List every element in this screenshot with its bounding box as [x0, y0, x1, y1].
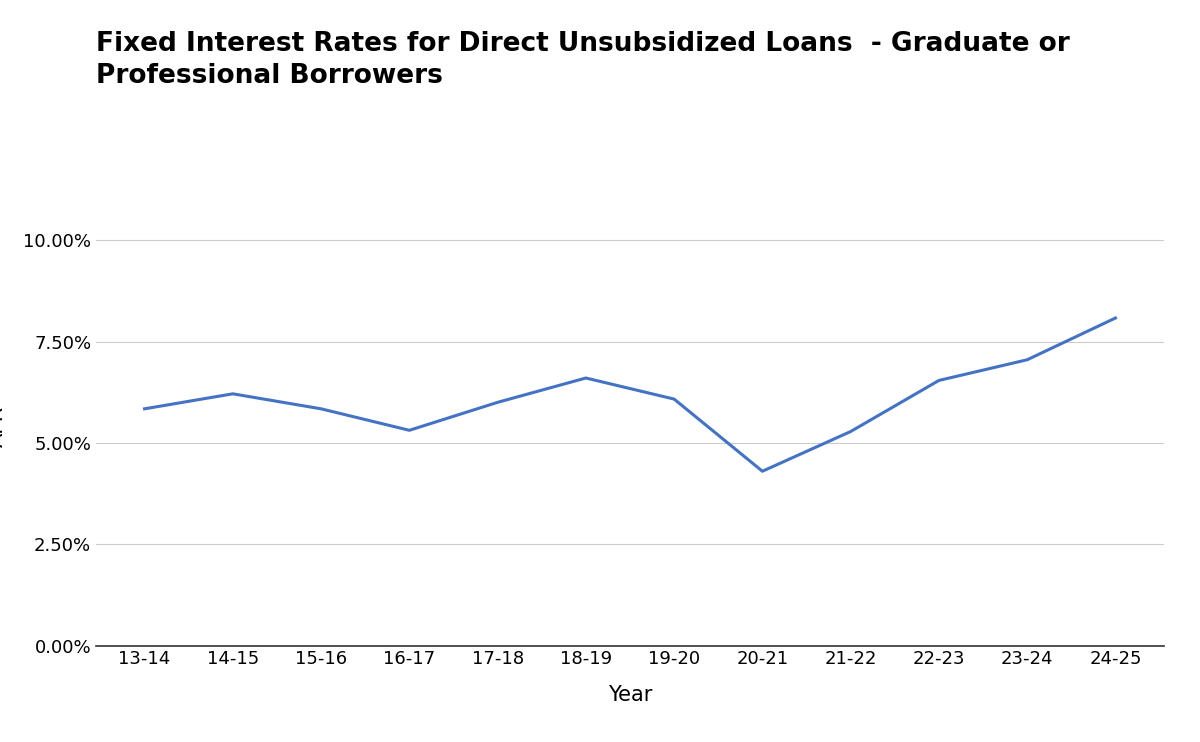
X-axis label: Year: Year: [608, 685, 652, 705]
Text: Fixed Interest Rates for Direct Unsubsidized Loans  - Graduate or
Professional B: Fixed Interest Rates for Direct Unsubsid…: [96, 31, 1069, 89]
Y-axis label: APR: APR: [0, 406, 6, 447]
